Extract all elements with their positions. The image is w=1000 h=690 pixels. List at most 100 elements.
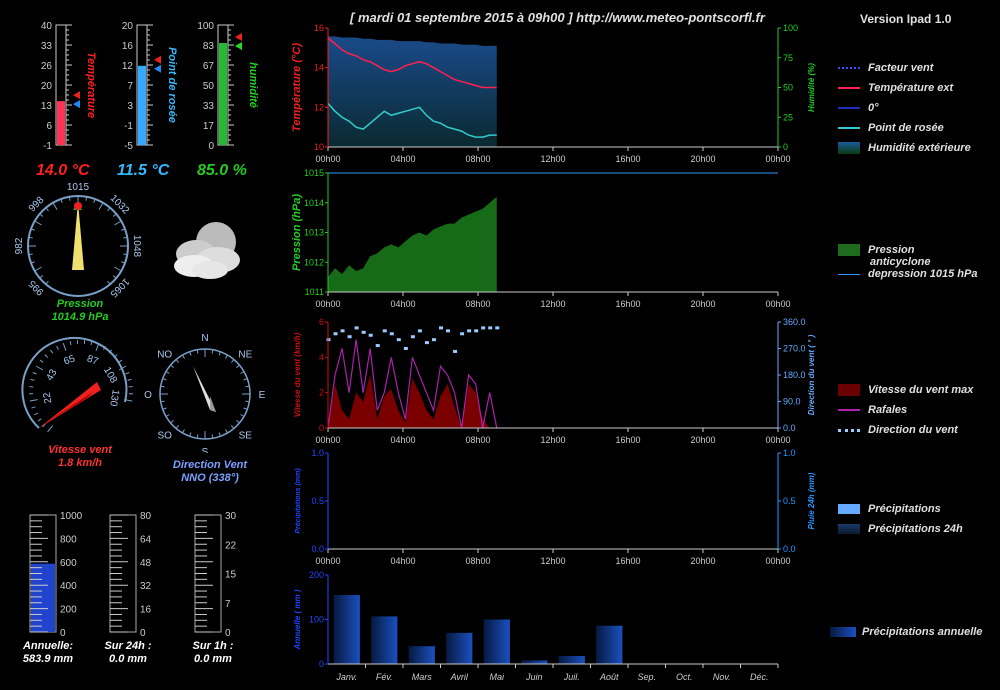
legend-item: 0° [838,102,971,122]
compass-label: NO [157,350,172,361]
legend-pressure: Pression anticyclone depression 1015 hPa [838,244,977,280]
month-label: Août [599,672,619,682]
wind-direction-point [354,326,359,330]
y2-tick-label: 270.0 [783,344,806,354]
y2-tick-label: 0.0 [783,544,796,554]
time-tick-label: 00h00 [315,154,340,164]
y-tick-label: 0.0 [311,544,324,554]
wind-direction-point [424,341,429,345]
rain-annual-label: Annuelle: [22,640,74,652]
time-tick-label: 04h00 [390,299,415,309]
time-tick-label: 00h00 [765,154,790,164]
y-tick-label: 0 [319,659,324,669]
time-tick-label: 16h00 [615,435,640,445]
compass-label: SE [239,430,253,441]
rain-1h-value: 0.0 mm [194,653,232,665]
wind-speed-tick-label: 43 [44,367,59,383]
rain-24h-label: Sur 24h : [104,640,152,652]
wind-direction-point [382,329,387,333]
max-marker-icon [154,55,161,64]
thermometer-tick-label: 16 [122,41,134,52]
legend-temperature: Facteur vent Température ext 0° Point de… [838,62,971,162]
thermometer-tick-label: 83 [203,41,215,52]
pressure-tick-label: 982 [14,237,25,254]
legend-wind: Vitesse du vent max Rafales Direction du… [838,384,973,444]
thermometer-tick-label: 12 [122,61,134,72]
thermometer-tick-label: 7 [127,81,133,92]
rain-tick-label: 0 [225,628,231,639]
y-tick-label: 1012 [304,257,324,267]
rain-tick-label: 1000 [60,511,83,522]
legend-item: Température ext [838,82,971,102]
thermometer-label: Température [85,52,97,118]
month-label: Sep. [637,672,656,682]
legend-item: depression 1015 hPa [838,268,977,280]
series-line [327,102,497,138]
time-tick-label: 20h00 [690,299,715,309]
thermometer-tick-label: 67 [203,61,215,72]
annual-bar [596,625,623,664]
cloudy-night-icon [174,222,240,279]
time-tick-label: 08h00 [465,299,490,309]
rain-tick-label: 400 [60,581,77,592]
rain-tick-label: 22 [225,540,237,551]
time-tick-label: 04h00 [390,435,415,445]
wind-direction-point [333,332,338,336]
annual-bar [408,646,435,664]
thermometer-tick-label: 33 [203,101,215,112]
time-tick-label: 08h00 [465,556,490,566]
thermometer-tick-label: 6 [46,121,52,132]
y2-tick-label: 90.0 [783,397,801,407]
time-tick-label: 12h00 [540,299,565,309]
y2-tick-label: 100 [783,23,798,33]
rain-tick-label: 80 [140,511,152,522]
rain-tick-label: 15 [225,570,237,581]
wind-direction-point [488,326,493,330]
annual-bar [446,632,473,664]
pressure-area [328,196,497,292]
y-tick-label: 1013 [304,228,324,238]
time-tick-label: 12h00 [540,154,565,164]
y2-tick-label: 75 [783,53,793,63]
rain-tick-label: 800 [60,534,77,545]
y2-tick-label: 360.0 [783,317,806,327]
legend-item: Rafales [838,404,973,424]
thermometer-tick-label: 20 [122,21,134,32]
y-axis-label: Précipitations (mm) [295,468,302,534]
y-axis-label: Pression (hPa) [291,194,303,271]
dewpoint-value: 11.5 °C [117,162,170,179]
rain-tick-label: 0 [60,628,66,639]
wind-direction-gauge: N NE E SE S SO O NO [144,333,266,453]
y2-axis-label: Pluie 24h (mm) [807,472,816,529]
month-label: Juin [525,672,543,682]
temperature-value: 14.0 °C [36,162,90,179]
wind-direction-point [375,344,380,348]
legend-item: Direction du vent [838,424,973,444]
thermometer-tick-label: 40 [41,21,53,32]
time-tick-label: 20h00 [690,154,715,164]
legend-item: Point de rosée [838,122,971,142]
time-tick-label: 00h00 [315,435,340,445]
thermometer-tick-label: -1 [43,141,52,152]
month-label: Juil. [563,672,580,682]
page-header: [ mardi 01 septembre 2015 à 09h00 ] http… [350,10,765,25]
wind-direction-point [410,335,415,339]
month-label: Avril [450,672,469,682]
time-tick-label: 20h00 [690,556,715,566]
y2-tick-label: 0.0 [783,423,796,433]
legend-item: Vitesse du vent max [838,384,973,404]
thermometer-tick-label: 100 [197,21,214,32]
min-marker-icon [235,42,242,50]
wind-direction-point [431,338,436,342]
max-marker-icon [235,33,242,41]
annual-bar [483,619,510,664]
thermometer-tick-label: 17 [203,121,215,132]
y-tick-label: 0.5 [311,496,324,506]
legend-item: Facteur vent [838,62,971,82]
wind-direction-point [417,329,422,333]
pressure-value: 1014.9 hPa [51,311,109,323]
month-label: Fév. [376,672,393,682]
y2-tick-label: 0.5 [783,496,796,506]
month-label: Janv. [335,672,357,682]
wind-direction-point [368,333,373,337]
